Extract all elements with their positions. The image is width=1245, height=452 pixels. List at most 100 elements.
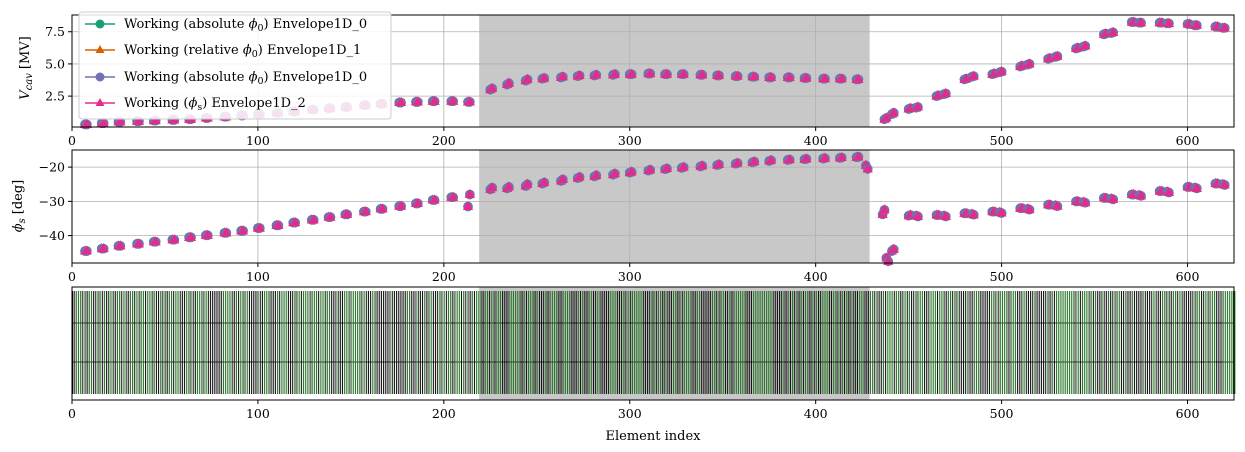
element-structure-lines	[72, 291, 1236, 394]
point-pink	[185, 231, 196, 241]
point-pink	[115, 116, 126, 126]
point-pink	[784, 154, 795, 164]
point-pink	[1163, 186, 1174, 196]
point-pink	[968, 70, 979, 80]
point-pink	[254, 222, 265, 232]
point-pink	[968, 209, 979, 219]
x-tick-label-200: 200	[432, 406, 456, 421]
legend-marker-3	[95, 98, 105, 106]
phis-y-axis-label: ϕs[deg]	[11, 180, 28, 233]
phis-shaded-region	[479, 150, 870, 263]
point-pink	[996, 207, 1007, 217]
legend-entry-2: Working (absolute ϕ0) Envelope1D_0	[85, 70, 367, 87]
point-pink	[1108, 193, 1119, 203]
vcav-panel: 0 100 200 300 400 500 600 2.5 5.0 7.5 Vcav[MV] W…	[18, 11, 1235, 148]
point-pink	[464, 189, 475, 199]
point-pink	[1163, 17, 1174, 27]
point-pink	[115, 240, 126, 250]
point-pink	[766, 154, 777, 164]
x-tick-label-500: 500	[990, 133, 1014, 148]
x-tick-label-300: 300	[618, 406, 642, 421]
point-pink	[377, 203, 388, 213]
point-pink	[626, 68, 637, 78]
point-pink	[749, 71, 760, 81]
legend-marker-2	[95, 72, 105, 82]
point-pink	[221, 227, 232, 237]
point-pink	[1024, 58, 1035, 68]
point-pink	[1136, 17, 1147, 27]
legend-label-2: Working (absolute ϕ0) Envelope1D_0	[124, 70, 367, 87]
point-pink	[1080, 40, 1091, 50]
x-tick-label-200: 200	[432, 269, 456, 284]
point-pink	[645, 68, 656, 78]
point-pink	[609, 68, 620, 78]
point-pink	[396, 97, 407, 107]
phis-y-ticks: −40 −30 −20	[39, 160, 72, 243]
point-pink	[888, 107, 899, 117]
point-pink	[169, 234, 180, 244]
point-pink	[732, 157, 743, 167]
point-pink	[836, 73, 847, 83]
x-tick-label-200: 200	[432, 133, 456, 148]
legend-label-1: Working (relative ϕ0) Envelope1D_1	[124, 43, 361, 60]
point-pink	[557, 71, 568, 81]
point-pink	[678, 161, 689, 171]
y-tick-label-2: −20	[39, 160, 65, 175]
vcav-shaded-region	[479, 15, 870, 127]
y-tick-label-0: 2.5	[45, 89, 65, 104]
point-pink	[98, 243, 109, 253]
x-tick-label-500: 500	[990, 406, 1014, 421]
point-pink	[396, 200, 407, 210]
point-pink	[150, 115, 161, 125]
point-pink	[678, 68, 689, 78]
x-tick-label-400: 400	[804, 406, 828, 421]
x-tick-label-600: 600	[1176, 269, 1200, 284]
point-pink	[881, 112, 892, 122]
point-pink	[879, 204, 890, 214]
point-pink	[503, 181, 514, 191]
legend-label-0: Working (absolute ϕ0) Envelope1D_0	[124, 17, 367, 34]
point-pink	[1024, 204, 1035, 214]
point-pink	[1080, 197, 1091, 207]
point-pink	[591, 169, 602, 179]
point-pink	[522, 178, 533, 188]
point-pink	[591, 69, 602, 79]
point-pink	[697, 69, 708, 79]
point-pink	[150, 236, 161, 246]
vcav-y-axis-label: Vcav[MV]	[18, 36, 35, 99]
x-tick-label-400: 400	[804, 133, 828, 148]
x-tick-label-100: 100	[246, 406, 270, 421]
point-pink	[464, 96, 475, 106]
point-pink	[853, 73, 864, 83]
point-pink	[133, 115, 144, 125]
x-tick-label-500: 500	[990, 269, 1014, 284]
elements-x-ticks: 0 100 200 300 400 500 600	[68, 400, 1199, 421]
point-pink	[819, 152, 830, 162]
point-pink	[1219, 179, 1230, 189]
phis-x-ticks: 0 100 200 300 400 500 600	[68, 263, 1199, 284]
point-pink	[697, 160, 708, 170]
x-tick-label-400: 400	[804, 269, 828, 284]
point-pink	[273, 219, 284, 229]
point-pink	[81, 118, 92, 128]
elements-panel: 0 100 200 300 400 500 600 Element index	[68, 286, 1236, 444]
point-pink	[487, 182, 498, 192]
point-pink	[626, 166, 637, 176]
point-pink	[133, 238, 144, 248]
point-pink	[1191, 182, 1202, 192]
x-tick-label-300: 300	[618, 133, 642, 148]
point-pink	[325, 211, 336, 221]
elements-shaded-region	[479, 287, 870, 400]
point-pink	[503, 77, 514, 87]
point-pink	[448, 191, 459, 201]
point-pink	[360, 206, 371, 216]
point-pink	[539, 72, 550, 82]
y-tick-label-1: 5.0	[45, 56, 65, 71]
point-pink	[463, 201, 474, 210]
legend-marker-1	[95, 45, 105, 53]
point-pink	[487, 82, 498, 92]
point-pink	[749, 156, 760, 166]
point-pink	[574, 171, 585, 181]
vcav-y-ticks: 2.5 5.0 7.5	[45, 24, 72, 104]
point-pink	[661, 68, 672, 78]
